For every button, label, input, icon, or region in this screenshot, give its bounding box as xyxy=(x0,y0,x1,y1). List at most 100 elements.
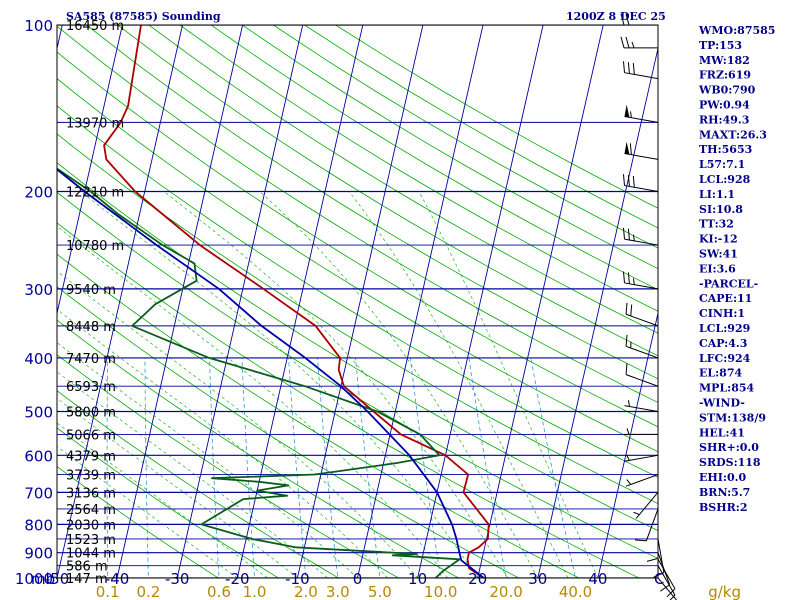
isotherm-line xyxy=(176,25,304,578)
temperature-tick-label: -50 xyxy=(45,570,70,588)
wind-barb xyxy=(622,174,659,192)
index-value: LFC:924 xyxy=(699,352,751,365)
dry-adiabat xyxy=(57,390,340,578)
index-value: TH:5653 xyxy=(699,143,752,156)
barb-half xyxy=(628,400,630,407)
barb-staff xyxy=(624,405,659,413)
wind-barb xyxy=(624,141,659,160)
isotherm-line xyxy=(116,25,244,578)
barb-staff xyxy=(624,185,659,192)
height-label: 13970 m xyxy=(66,116,124,131)
index-value: CAP:4.3 xyxy=(699,337,747,350)
index-value: MAXT:26.3 xyxy=(699,128,767,141)
barb-full xyxy=(632,175,635,188)
isotherm-line xyxy=(477,25,604,578)
dry-adiabat xyxy=(57,465,220,578)
temperature-tick-label: 0 xyxy=(353,570,363,588)
dry-adiabat xyxy=(57,133,658,504)
temperature-tick-label: 40 xyxy=(588,570,607,588)
moist-adiabat xyxy=(57,342,358,578)
pressure-tick-label: 600 xyxy=(24,447,53,465)
wind-barb xyxy=(633,492,659,519)
index-value: LCL:929 xyxy=(699,322,750,335)
barb-staff xyxy=(624,115,659,123)
mixing-ratio-label: 40.0 xyxy=(559,583,592,600)
mixing-ratio-line xyxy=(144,357,149,578)
index-value: EL:874 xyxy=(699,367,742,380)
mixing-ratio-line xyxy=(288,357,307,578)
indices-panel: WMO:87585 TP:153 MW:182 FRZ:619 WB0:790 PW:0.… xyxy=(698,24,775,514)
isotherm-line xyxy=(57,25,123,316)
index-value: STM:138/9 xyxy=(699,411,766,424)
dry-adiabat xyxy=(57,319,460,578)
parcel-trace xyxy=(57,168,485,578)
temperature-tick-label: 10 xyxy=(408,570,427,588)
dry-adiabat xyxy=(57,286,520,578)
station-title: SA585 (87585) Sounding xyxy=(66,10,221,23)
height-label: 586 m xyxy=(66,560,108,575)
wind-barb xyxy=(620,36,658,49)
height-label: 1523 m xyxy=(66,533,116,548)
barb-staff xyxy=(657,565,676,596)
dry-adiabat xyxy=(57,162,658,532)
index-value: BSHR:2 xyxy=(699,501,748,514)
barb-full xyxy=(627,175,630,187)
wind-barb xyxy=(653,538,665,578)
mixing-ratio-label: 0.6 xyxy=(207,583,231,600)
barb-staff xyxy=(645,508,659,542)
index-value: -PARCEL- xyxy=(699,277,758,290)
isotherm-line xyxy=(296,25,424,578)
index-value: MW:182 xyxy=(699,54,750,67)
index-value: L57:7.1 xyxy=(699,158,745,171)
barb-staff xyxy=(625,374,659,387)
barb-staff xyxy=(625,313,659,327)
index-value: SHR+:0.0 xyxy=(699,441,759,454)
barb-full xyxy=(627,228,630,241)
mixing-ratio-line xyxy=(530,357,576,578)
pressure-tick-label: 1000 xyxy=(15,570,53,588)
barb-half xyxy=(633,511,640,516)
barb-full xyxy=(666,588,676,598)
index-value: TP:153 xyxy=(699,39,742,52)
barb-staff xyxy=(635,492,659,519)
height-label: 147 m xyxy=(66,572,108,587)
wind-barbs xyxy=(620,13,678,600)
height-label: 2030 m xyxy=(66,518,116,533)
barb-half xyxy=(625,454,630,461)
barb-staff xyxy=(625,474,659,487)
pressure-tick-label: 500 xyxy=(24,404,53,422)
index-value: CAPE:11 xyxy=(699,292,752,305)
mixing-ratio-label: 3.0 xyxy=(326,583,350,600)
barb-full xyxy=(627,272,630,284)
pressure-tick-label: 100 xyxy=(24,17,53,35)
wind-barb xyxy=(624,104,659,123)
moist-adiabat xyxy=(418,191,599,578)
barb-staff xyxy=(624,238,659,246)
height-label: 10780 m xyxy=(66,239,124,254)
index-value: SI:10.8 xyxy=(699,203,743,216)
wind-barb xyxy=(634,508,659,542)
mixing-ratio-line xyxy=(209,357,220,578)
wind-barb xyxy=(657,565,676,600)
height-label: 16450 m xyxy=(66,19,124,34)
moist-adiabat xyxy=(57,309,388,578)
barb-pennant xyxy=(624,104,630,118)
index-value: HEL:41 xyxy=(699,426,745,439)
time-label: 1200Z 8 DEC 25 xyxy=(566,10,666,23)
pressure-tick-label: 200 xyxy=(24,183,53,201)
wind-barb xyxy=(625,334,659,359)
mixing-ratio-label: 1.0 xyxy=(243,583,267,600)
isotherm-line xyxy=(57,25,183,578)
height-label: 8448 m xyxy=(66,320,116,335)
barb-full xyxy=(629,143,632,155)
wind-barb xyxy=(622,271,659,290)
mixing-ratio-label: 0.1 xyxy=(96,583,120,600)
wind-barb xyxy=(657,552,671,592)
barb-full xyxy=(625,13,630,26)
pressure-tick-label: 700 xyxy=(24,484,53,502)
index-value: KI:-12 xyxy=(699,233,738,246)
index-value: FRZ:619 xyxy=(699,69,751,82)
moist-adiabat xyxy=(80,191,478,578)
